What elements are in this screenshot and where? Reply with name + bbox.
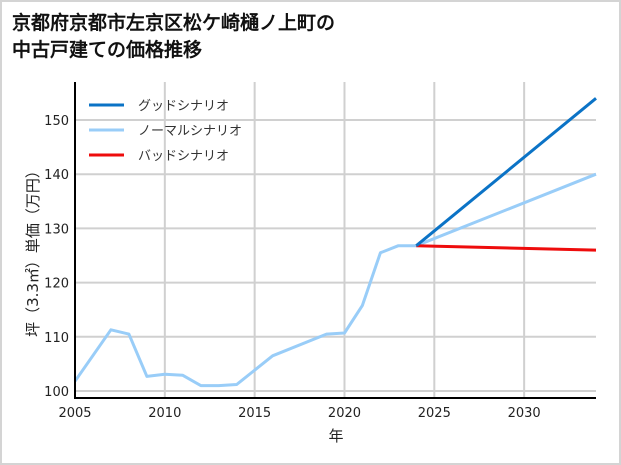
y-tick-label: 110 — [44, 331, 69, 346]
legend-label: グッドシナリオ — [138, 99, 229, 114]
series-line-2 — [416, 244, 597, 252]
grid-lines — [74, 82, 596, 398]
legend-label: ノーマルシナリオ — [138, 124, 242, 139]
y-axis-label: 坪（3.3㎡）単価（万円） — [24, 163, 42, 337]
tick-labels: 2005 2010 2015 2020 2025 2030 100 110 120 130 140 1… — [44, 114, 541, 421]
x-tick-label: 2020 — [328, 406, 361, 421]
chart-title-line-2: 中古戸建ての価格推移 — [12, 39, 203, 61]
x-tick-label: 2010 — [148, 406, 181, 421]
x-tick-label: 2015 — [238, 406, 271, 421]
legend-label: バッドシナリオ — [138, 149, 229, 164]
y-tick-label: 140 — [44, 168, 69, 183]
x-tick-label: 2025 — [418, 406, 451, 421]
x-axis-label: 年 — [328, 427, 343, 445]
chart-title-line-1: 京都府京都市左京区松ケ崎樋ノ上町の — [12, 12, 336, 34]
y-tick-label: 150 — [44, 114, 69, 129]
chart-title: 京都府京都市左京区松ケ崎樋ノ上町の 中古戸建ての価格推移 — [12, 10, 335, 64]
series-line-0 — [415, 97, 597, 247]
data-lines — [73, 97, 597, 388]
y-tick-label: 120 — [44, 277, 69, 292]
axes — [74, 82, 596, 399]
x-tick-label: 2030 — [508, 406, 541, 421]
y-tick-label: 100 — [44, 385, 69, 400]
y-tick-label: 130 — [44, 222, 69, 237]
series-line-1 — [73, 172, 597, 388]
x-tick-label: 2005 — [58, 406, 91, 421]
